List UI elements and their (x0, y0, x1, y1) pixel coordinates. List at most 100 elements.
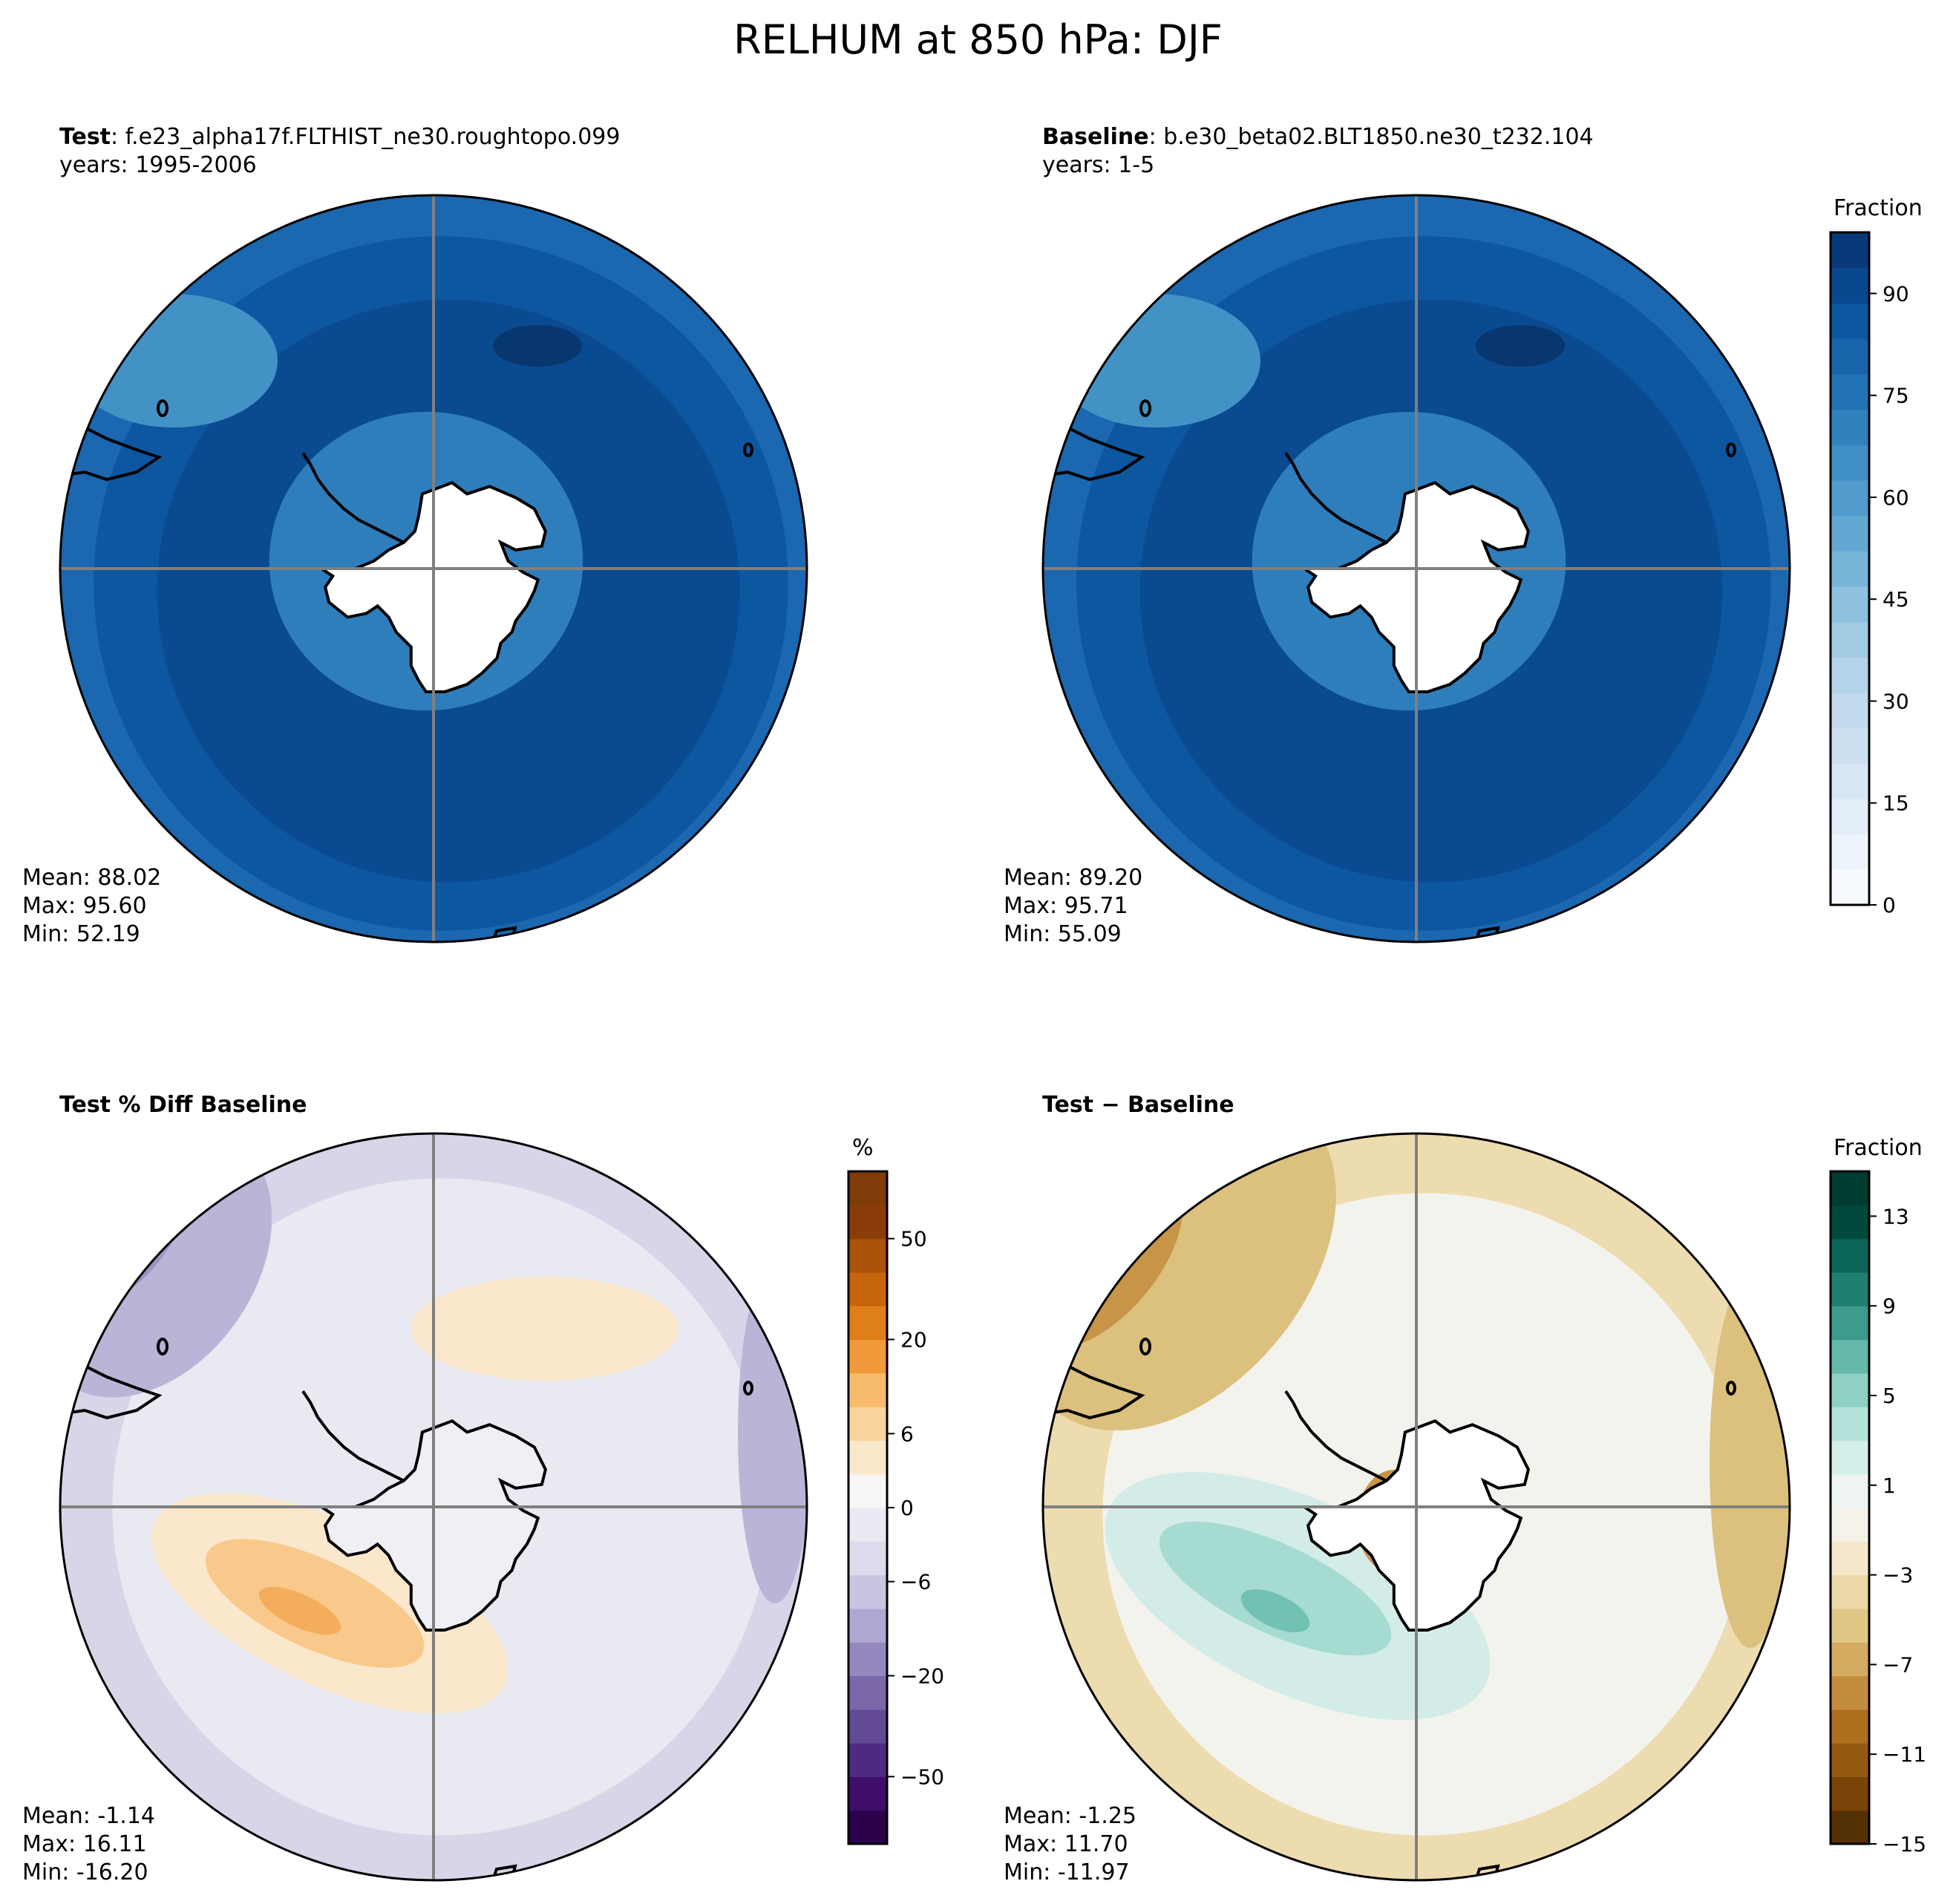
baseline-min: Min: 55.09 (1004, 921, 1122, 947)
test-stats: Mean: 88.02 Max: 95.60 Min: 52.19 (22, 864, 161, 949)
cb-fraction-diff-swatch (1831, 1339, 1869, 1374)
cb-fraction-top-swatch (1831, 373, 1869, 410)
test-south-america-coastline (60, 425, 163, 482)
cb-fraction-top-swatch (1831, 586, 1869, 623)
cb-fraction-diff-swatch (1831, 1205, 1869, 1240)
baseline-south-america-coastline (1043, 425, 1145, 482)
pct-diff-field-north-pos (411, 1277, 678, 1381)
pct-diff-min: Min: -16.20 (22, 1859, 148, 1885)
cb-fraction-diff: Fraction −15 −11 −7 −3 1 5 9 13 (1829, 1135, 1926, 1856)
test-map (60, 195, 807, 942)
cb-fraction-diff-swatch (1831, 1238, 1869, 1273)
pct-diff-south-america-coastline (60, 1364, 163, 1420)
cb-fraction-diff-swatch (1831, 1171, 1869, 1205)
cb-percent-swatch (848, 1171, 887, 1205)
cb-fraction-top-swatch (1831, 232, 1869, 269)
cb-fraction-top-swatch (1831, 727, 1869, 764)
cb-percent-swatch (848, 1205, 887, 1240)
cb-fraction-top-swatch (1831, 869, 1869, 906)
cb-fraction-diff-tick-label: −15 (1883, 1832, 1926, 1856)
cb-fraction-diff-swatch (1831, 1608, 1869, 1643)
cb-percent-swatch (848, 1709, 887, 1744)
diff-stats: Mean: -1.25 Max: 11.70 Min: -11.97 (1004, 1802, 1136, 1887)
cb-fraction-top-title: Fraction (1834, 195, 1923, 221)
cb-fraction-top-frame (1829, 231, 1871, 906)
cb-percent-tick-label: 6 (900, 1422, 914, 1446)
cb-fraction-top-swatch (1831, 798, 1869, 835)
baseline-island-kerguelen (1726, 442, 1736, 457)
cb-fraction-top-swatch (1831, 303, 1869, 339)
cb-percent-swatch (848, 1373, 887, 1407)
cb-percent-swatch (848, 1743, 887, 1777)
cb-fraction-top-swatch (1831, 692, 1869, 729)
diff-island-kerguelen (1726, 1381, 1736, 1396)
baseline-mean: Mean: 89.20 (1004, 865, 1143, 891)
baseline-max: Max: 95.71 (1004, 893, 1128, 919)
cb-percent-tick-label: 50 (900, 1227, 927, 1252)
baseline-field-low-patch (1053, 294, 1260, 428)
cb-fraction-diff-swatch (1831, 1440, 1869, 1475)
diff-peninsula-coastline (1284, 1390, 1387, 1482)
cb-percent-title: % (852, 1135, 874, 1161)
cb-percent-tick-label: −6 (900, 1570, 931, 1594)
pct-diff-map (60, 1133, 807, 1880)
pct-diff-field-pos-max (258, 1586, 341, 1635)
cb-fraction-top-tick-label: 30 (1883, 689, 1909, 713)
cb-percent-swatch (848, 1541, 887, 1576)
cb-percent-swatch (848, 1339, 887, 1374)
pct-diff-stats: Mean: -1.14 Max: 16.11 Min: -16.20 (22, 1802, 155, 1887)
cb-fraction-diff-swatch (1831, 1508, 1869, 1542)
cb-fraction-top-swatch (1831, 834, 1869, 870)
cb-percent: % 50 20 6 0 −6 −20 −50 (847, 1135, 944, 1845)
cb-fraction-top-swatch (1831, 621, 1869, 658)
test-years: years: 1995-2006 (59, 152, 257, 178)
cb-fraction-diff-tick-label: 13 (1883, 1204, 1909, 1229)
cb-fraction-top-swatch (1831, 409, 1869, 445)
cb-fraction-diff-tick-label: −11 (1883, 1742, 1926, 1767)
cb-fraction-diff-swatch (1831, 1642, 1869, 1677)
diff-min: Min: -11.97 (1004, 1859, 1130, 1885)
diff-label-bold: Test − Baseline (1042, 1092, 1234, 1118)
test-panel-label: Test: f.e23_alpha17f.FLTHIST_ne30.rought… (59, 123, 620, 180)
diff-mean: Mean: -1.25 (1004, 1803, 1137, 1829)
pct-diff-panel-label: Test % Diff Baseline (59, 1091, 307, 1119)
cb-percent-swatch (848, 1776, 887, 1811)
diff-map (1043, 1133, 1790, 1880)
test-map-border (59, 194, 808, 943)
baseline-peninsula-coastline (1284, 451, 1387, 544)
test-min: Min: 52.19 (22, 921, 140, 947)
cb-fraction-diff-swatch (1831, 1776, 1869, 1811)
test-field-low-patch (70, 294, 278, 428)
cb-fraction-top-swatch (1831, 657, 1869, 693)
cb-fraction-top-swatch (1831, 267, 1869, 304)
cb-percent-swatch (848, 1407, 887, 1441)
pct-diff-map-border (59, 1132, 808, 1882)
baseline-map-border (1041, 194, 1791, 943)
cb-fraction-top-swatch (1831, 338, 1869, 375)
cb-fraction-top-tick-label: 15 (1883, 791, 1909, 816)
diff-island-falklands (1139, 1338, 1151, 1355)
cb-percent-tick-label: 0 (900, 1496, 914, 1520)
cb-fraction-top-tick-label: 60 (1883, 485, 1909, 510)
cb-fraction-diff-swatch (1831, 1272, 1869, 1306)
cb-fraction-diff-tick-label: −7 (1883, 1652, 1913, 1677)
cb-fraction-top-swatch (1831, 480, 1869, 517)
pct-diff-field-east-neg (738, 1262, 807, 1603)
test-case-name: : f.e23_alpha17f.FLTHIST_ne30.roughtopo.… (111, 124, 621, 150)
baseline-map (1043, 195, 1790, 942)
cb-percent-swatch (848, 1440, 887, 1475)
cb-percent-swatch (848, 1675, 887, 1710)
baseline-island-falklands (1139, 399, 1151, 417)
cb-percent-swatch (848, 1608, 887, 1643)
cb-fraction-diff-swatch (1831, 1743, 1869, 1777)
cb-fraction-top-swatch (1831, 515, 1869, 552)
cb-fraction-diff-swatch (1831, 1373, 1869, 1407)
baseline-field-max-patch (1476, 325, 1565, 367)
cb-fraction-diff-tick-label: 1 (1883, 1473, 1896, 1498)
cb-fraction-diff-swatch (1831, 1473, 1869, 1508)
cb-fraction-top-tick-label: 75 (1883, 384, 1909, 408)
cb-fraction-top: Fraction 0 15 30 45 60 75 90 (1829, 195, 1923, 917)
baseline-panel-label: Baseline: b.e30_beta02.BLT1850.ne30_t232… (1042, 123, 1594, 180)
test-field-max-patch (493, 325, 582, 367)
